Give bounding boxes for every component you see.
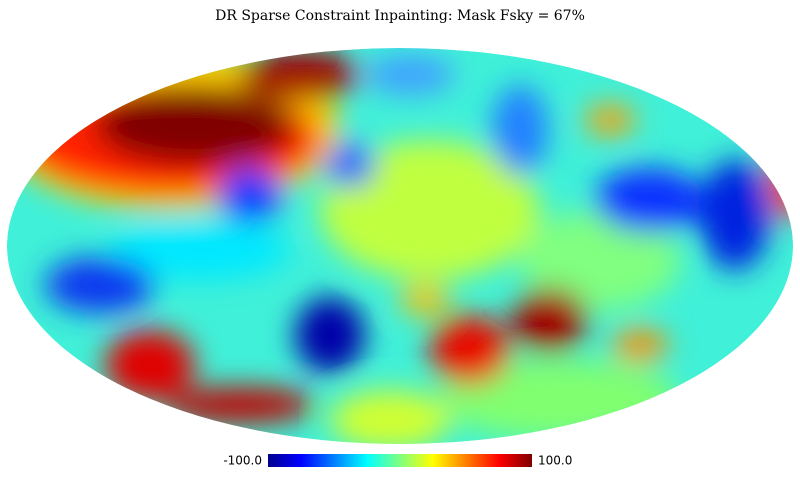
colorbar-tick-label: -100.0 [223,454,262,468]
chart-title: DR Sparse Constraint Inpainting: Mask Fs… [215,8,585,24]
colorbar [268,454,532,467]
colorbar-tick-label: 100.0 [538,454,572,468]
sky-map [7,48,793,444]
